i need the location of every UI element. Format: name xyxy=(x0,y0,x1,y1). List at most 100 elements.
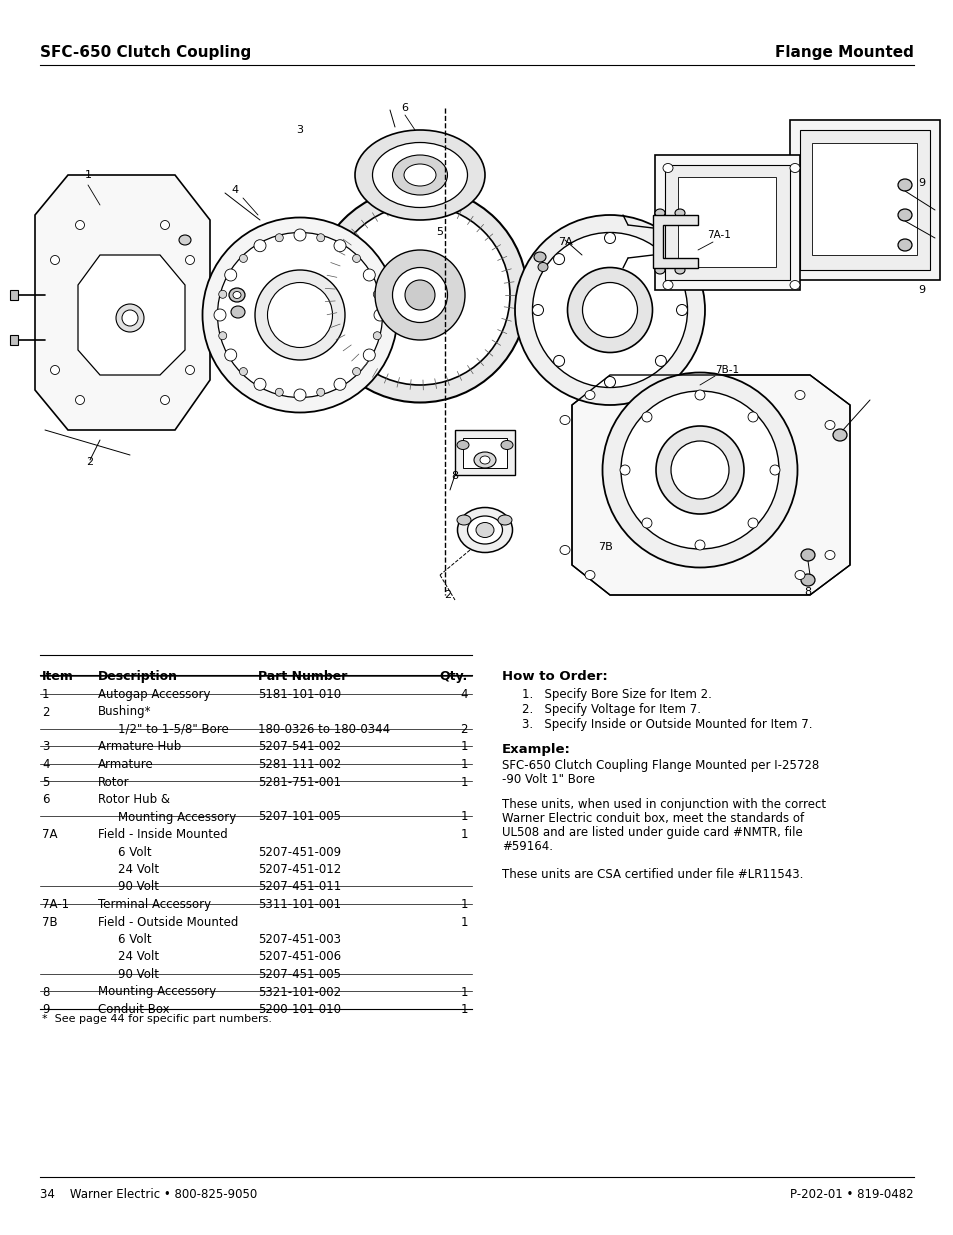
Ellipse shape xyxy=(584,390,595,399)
Ellipse shape xyxy=(789,280,800,289)
Text: 2: 2 xyxy=(42,705,50,719)
Ellipse shape xyxy=(656,426,743,514)
Ellipse shape xyxy=(534,252,545,262)
Text: 5207-451-006: 5207-451-006 xyxy=(257,951,341,963)
Ellipse shape xyxy=(769,466,780,475)
Bar xyxy=(455,430,515,475)
Ellipse shape xyxy=(233,291,241,299)
Text: Rotor: Rotor xyxy=(98,776,130,788)
Text: 4: 4 xyxy=(460,688,468,701)
Text: Item: Item xyxy=(42,671,73,683)
Text: 7A-1: 7A-1 xyxy=(706,230,730,240)
Ellipse shape xyxy=(363,269,375,282)
Ellipse shape xyxy=(675,209,684,217)
Ellipse shape xyxy=(353,254,360,262)
Ellipse shape xyxy=(747,517,758,529)
Ellipse shape xyxy=(604,232,615,243)
Ellipse shape xyxy=(217,232,382,398)
Ellipse shape xyxy=(789,163,800,173)
Ellipse shape xyxy=(294,228,306,241)
Text: Bushing*: Bushing* xyxy=(98,705,152,719)
Text: Conduit Box: Conduit Box xyxy=(98,1003,170,1016)
Ellipse shape xyxy=(695,390,704,400)
Text: Mounting Accessory: Mounting Accessory xyxy=(98,986,216,999)
Ellipse shape xyxy=(160,395,170,405)
Text: 9: 9 xyxy=(42,1003,50,1016)
Ellipse shape xyxy=(373,290,381,299)
Ellipse shape xyxy=(532,232,687,388)
Ellipse shape xyxy=(116,304,144,332)
Ellipse shape xyxy=(392,268,447,322)
Ellipse shape xyxy=(294,389,306,401)
Ellipse shape xyxy=(225,350,236,361)
Text: 8: 8 xyxy=(451,471,458,480)
Ellipse shape xyxy=(897,209,911,221)
Text: 5207-451-005: 5207-451-005 xyxy=(257,968,340,981)
Bar xyxy=(800,130,929,270)
Text: Autogap Accessory: Autogap Accessory xyxy=(98,688,211,701)
Text: 5207-451-012: 5207-451-012 xyxy=(257,863,341,876)
Ellipse shape xyxy=(897,240,911,251)
Ellipse shape xyxy=(604,377,615,388)
Text: 5207-451-011: 5207-451-011 xyxy=(257,881,341,893)
Text: Example:: Example: xyxy=(501,743,570,756)
Ellipse shape xyxy=(897,179,911,191)
Ellipse shape xyxy=(316,388,324,396)
Text: 6 Volt: 6 Volt xyxy=(118,932,152,946)
Ellipse shape xyxy=(275,233,283,242)
Text: 3: 3 xyxy=(296,125,303,135)
Text: 5281-751-001: 5281-751-001 xyxy=(257,776,341,788)
Text: UL508 and are listed under guide card #NMTR, file: UL508 and are listed under guide card #N… xyxy=(501,826,801,839)
Text: 24 Volt: 24 Volt xyxy=(118,863,159,876)
Text: 7A-1: 7A-1 xyxy=(42,898,69,911)
Text: 5311-101-001: 5311-101-001 xyxy=(257,898,341,911)
Text: 6: 6 xyxy=(42,793,50,806)
Ellipse shape xyxy=(179,235,191,245)
Ellipse shape xyxy=(185,256,194,264)
Text: 5207-101-005: 5207-101-005 xyxy=(257,810,340,824)
Ellipse shape xyxy=(620,391,779,550)
Ellipse shape xyxy=(641,517,651,529)
Ellipse shape xyxy=(218,332,227,340)
Text: 8: 8 xyxy=(803,587,811,597)
Text: Rotor Hub &: Rotor Hub & xyxy=(98,793,170,806)
Polygon shape xyxy=(35,175,210,430)
Text: 5207-451-003: 5207-451-003 xyxy=(257,932,340,946)
Text: 1: 1 xyxy=(85,170,91,180)
Bar xyxy=(655,156,800,290)
Polygon shape xyxy=(652,215,698,268)
Text: Part Number: Part Number xyxy=(257,671,347,683)
Text: 5: 5 xyxy=(42,776,50,788)
Text: 6: 6 xyxy=(401,103,408,112)
Text: 1: 1 xyxy=(460,741,468,753)
Ellipse shape xyxy=(457,508,512,552)
Ellipse shape xyxy=(824,551,834,559)
Text: 7B: 7B xyxy=(42,915,57,929)
Ellipse shape xyxy=(375,249,464,340)
Ellipse shape xyxy=(747,412,758,422)
Ellipse shape xyxy=(553,253,564,264)
Ellipse shape xyxy=(794,390,804,399)
Text: 1/2" to 1-5/8" Bore: 1/2" to 1-5/8" Bore xyxy=(118,722,229,736)
Text: Field - Outside Mounted: Field - Outside Mounted xyxy=(98,915,238,929)
Ellipse shape xyxy=(355,130,484,220)
Ellipse shape xyxy=(532,305,543,315)
Ellipse shape xyxy=(51,256,59,264)
Ellipse shape xyxy=(254,270,345,359)
Ellipse shape xyxy=(372,142,467,207)
Text: SFC-650 Clutch Coupling: SFC-650 Clutch Coupling xyxy=(40,44,251,61)
Text: These units are CSA certified under file #LR11543.: These units are CSA certified under file… xyxy=(501,868,802,881)
Text: #59164.: #59164. xyxy=(501,840,553,853)
Text: Qty.: Qty. xyxy=(439,671,468,683)
Ellipse shape xyxy=(567,268,652,352)
Ellipse shape xyxy=(655,266,664,274)
Ellipse shape xyxy=(353,368,360,375)
Text: 5: 5 xyxy=(436,227,443,237)
Text: Warner Electric conduit box, meet the standards of: Warner Electric conduit box, meet the st… xyxy=(501,811,803,825)
Text: 2: 2 xyxy=(460,722,468,736)
Text: 5207-541-002: 5207-541-002 xyxy=(257,741,341,753)
Ellipse shape xyxy=(559,415,569,425)
Ellipse shape xyxy=(218,290,227,299)
Bar xyxy=(664,165,789,280)
Ellipse shape xyxy=(51,366,59,374)
